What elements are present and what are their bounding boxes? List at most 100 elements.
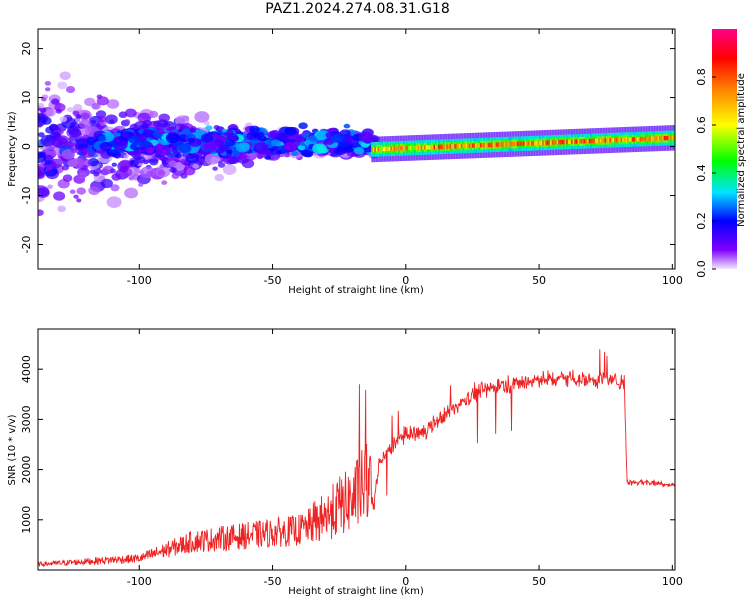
heatmap-cell <box>168 160 178 168</box>
heatmap-cell <box>551 140 555 145</box>
heatmap-cell <box>352 135 359 140</box>
heatmap-cell <box>390 146 393 151</box>
heatmap-cell <box>200 133 214 143</box>
carrier-band <box>371 125 675 163</box>
heatmap-cell <box>38 102 45 109</box>
heatmap-cell <box>57 81 68 90</box>
heatmap-cell <box>531 141 534 146</box>
heatmap-cell <box>463 143 467 149</box>
heatmap-cell <box>417 145 420 150</box>
heatmap-cell <box>72 103 83 112</box>
heatmap-cell <box>93 171 100 177</box>
heatmap-cell <box>51 124 58 130</box>
heatmap-cell <box>599 138 603 143</box>
heatmap-cell <box>639 136 643 142</box>
heatmap-cell <box>443 144 446 149</box>
heatmap-cell <box>612 137 615 143</box>
heatmap-cell <box>499 142 502 147</box>
heatmap-cell <box>409 145 412 151</box>
heatmap-cell <box>494 142 497 147</box>
heatmap-cell <box>449 144 452 149</box>
heatmap-cell <box>566 139 569 145</box>
heatmap-cell <box>580 139 583 144</box>
heatmap-cell <box>257 135 267 142</box>
heatmap-cell <box>659 136 662 141</box>
heatmap-cell <box>455 144 459 149</box>
heatmap-cell <box>519 141 523 146</box>
heatmap-cell <box>651 136 654 141</box>
heatmap-cell <box>540 140 543 146</box>
heatmap-cell <box>436 144 439 150</box>
heatmap-cell <box>529 141 532 146</box>
heatmap-cell <box>69 189 76 194</box>
spectrogram-ytick-label: 10 <box>20 91 33 105</box>
heatmap-cell <box>165 132 181 144</box>
heatmap-cell <box>353 146 365 155</box>
heatmap-cell <box>524 141 527 146</box>
heatmap-cell <box>567 139 571 145</box>
heatmap-cell <box>44 160 52 166</box>
heatmap-cell <box>604 138 607 143</box>
heatmap-cell <box>129 159 139 167</box>
snr-xtick-label: -100 <box>127 575 152 588</box>
heatmap-cell <box>478 143 481 148</box>
snr-ytick-label: 3000 <box>20 405 33 433</box>
heatmap-cell <box>457 143 460 149</box>
heatmap-cell <box>253 142 269 153</box>
heatmap-cell <box>65 86 76 94</box>
heatmap-cell <box>217 162 226 168</box>
heatmap-cell <box>401 146 404 151</box>
heatmap-cell <box>383 146 387 152</box>
heatmap-cell <box>49 158 63 169</box>
heatmap-cell <box>99 142 113 152</box>
heatmap-cell <box>221 128 228 133</box>
heatmap-cell <box>156 143 163 148</box>
heatmap-cell <box>52 136 68 149</box>
snr-ytick-label: 2000 <box>20 456 33 484</box>
heatmap-cell <box>38 152 47 164</box>
heatmap-cell <box>51 98 60 105</box>
heatmap-cell <box>412 145 415 151</box>
heatmap-cell <box>241 158 255 169</box>
heatmap-cell <box>61 164 70 171</box>
heatmap-cell <box>539 140 542 146</box>
heatmap-cell <box>407 145 411 151</box>
heatmap-cell <box>489 142 492 148</box>
heatmap-cell <box>425 145 428 150</box>
heatmap-cell <box>157 170 166 176</box>
spectrogram-xtick-label: 0 <box>402 274 409 287</box>
heatmap-cell <box>298 122 308 130</box>
colorbar-tick-label: 0.6 <box>695 116 708 134</box>
heatmap-cell <box>497 142 500 147</box>
heatmap-cell <box>287 134 296 140</box>
heatmap-cell <box>276 150 282 155</box>
heatmap-cell <box>532 141 535 146</box>
heatmap-cell <box>563 139 566 145</box>
heatmap-cell <box>124 119 131 124</box>
heatmap-cell <box>465 143 468 149</box>
heatmap-cell <box>127 135 139 144</box>
heatmap-cell <box>142 129 154 138</box>
snr-plot-area <box>38 329 675 570</box>
heatmap-cell <box>483 142 486 148</box>
heatmap-cell <box>473 143 476 148</box>
heatmap-cell <box>45 108 56 117</box>
heatmap-cell <box>388 146 391 152</box>
heatmap-cell <box>654 136 657 141</box>
heatmap-cell <box>542 140 545 146</box>
heatmap-cell <box>80 112 90 120</box>
heatmap-cell <box>543 140 547 146</box>
heatmap-cell <box>587 138 590 144</box>
heatmap-cell <box>441 144 444 149</box>
heatmap-cell <box>55 108 62 114</box>
heatmap-cell <box>112 139 128 151</box>
spectrogram-ytick-label: 0 <box>20 143 33 150</box>
heatmap-cell <box>194 111 210 123</box>
heatmap-cell <box>106 99 120 109</box>
heatmap-cell <box>505 142 508 147</box>
heatmap-cell <box>620 137 623 143</box>
heatmap-cell <box>668 135 671 141</box>
heatmap-cell <box>187 137 196 144</box>
heatmap-cell <box>72 110 80 116</box>
heatmap-cell <box>395 146 398 151</box>
